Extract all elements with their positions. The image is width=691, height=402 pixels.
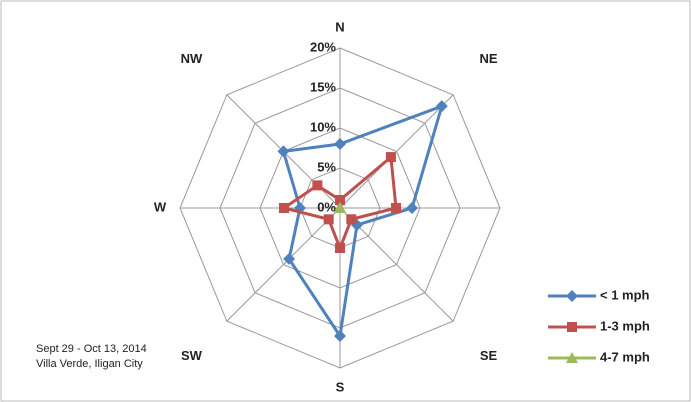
axis-label: S xyxy=(336,379,345,394)
marker xyxy=(323,214,334,225)
annotation: Villa Verde, Iligan City xyxy=(36,358,143,370)
legend-label: 1-3 mph xyxy=(600,318,650,333)
spoke xyxy=(339,94,454,209)
axis-label: W xyxy=(154,199,167,214)
axis-label: SW xyxy=(181,348,203,363)
marker xyxy=(277,145,290,158)
marker xyxy=(283,252,296,265)
r-tick-label: 5% xyxy=(317,159,336,174)
marker xyxy=(566,352,578,363)
marker xyxy=(279,203,289,213)
marker xyxy=(566,290,578,302)
axis-label: NE xyxy=(479,51,497,66)
marker xyxy=(567,322,577,332)
marker xyxy=(334,138,346,150)
r-tick-label: 10% xyxy=(310,119,336,134)
marker xyxy=(385,152,396,163)
r-tick-label: 20% xyxy=(310,39,336,54)
axis-label: NW xyxy=(181,51,203,66)
r-tick-label: 0% xyxy=(317,199,336,214)
legend-label: 4-7 mph xyxy=(600,349,650,364)
legend-label: < 1 mph xyxy=(600,287,650,302)
marker xyxy=(391,203,401,213)
axis-label: N xyxy=(335,19,344,34)
spoke xyxy=(226,207,341,322)
annotation: Sept 29 - Oct 13, 2014 xyxy=(36,343,147,355)
marker xyxy=(335,243,345,253)
marker xyxy=(335,195,345,205)
axis-label: SE xyxy=(480,348,498,363)
marker xyxy=(312,180,323,191)
marker xyxy=(346,214,357,225)
marker xyxy=(334,330,346,342)
r-tick-label: 15% xyxy=(310,79,336,94)
marker xyxy=(334,202,346,213)
marker xyxy=(406,202,418,214)
marker xyxy=(435,100,448,113)
